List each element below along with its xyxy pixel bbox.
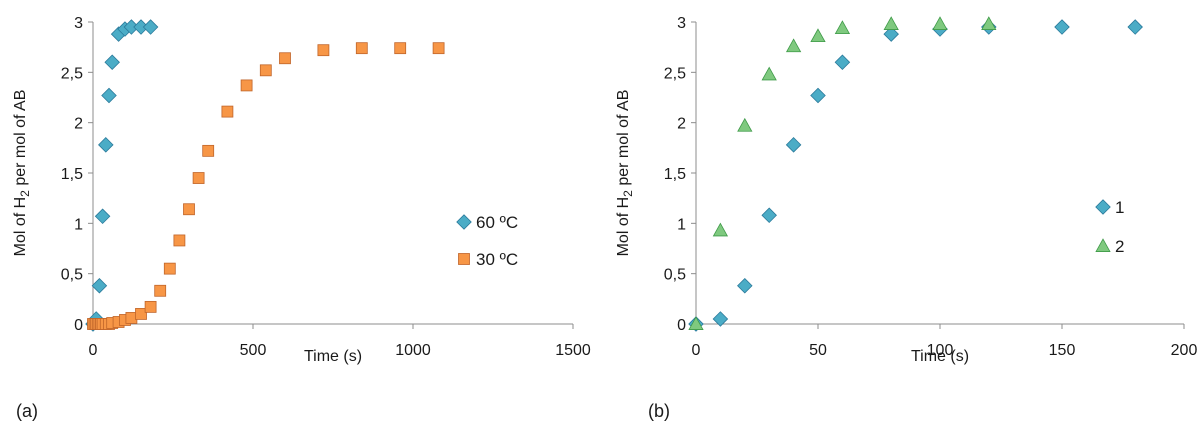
y-tick-label: 2,5 [61,65,83,82]
x-axis-title: Time (s) [911,348,969,365]
y-tick-label: 0,5 [664,267,686,284]
data-point [355,42,368,55]
y-axis-title: Mol of H2 per mol of AB [12,90,32,257]
x-tick-label: 0 [692,342,701,359]
series-2 [87,42,445,330]
panel-label: (a) [16,401,38,421]
y-tick-label: 1 [677,216,686,233]
data-point [834,20,851,35]
legend-marker [1095,199,1111,215]
data-point [192,172,205,184]
x-axis-title: Time (s) [304,348,362,365]
x-tick-label: 150 [1049,342,1076,359]
data-point [202,144,215,157]
data-point [785,38,802,53]
data-point [173,234,186,247]
data-point [737,117,753,132]
panel-label: (b) [648,401,670,421]
y-tick-label: 0 [74,317,83,334]
data-point [104,54,120,71]
data-point [810,28,826,43]
y-tick-label: 0,5 [61,267,83,284]
legend-marker [456,214,472,230]
x-tick-label: 1000 [395,342,431,359]
x-tick-label: 200 [1171,342,1198,359]
data-point [1127,19,1143,35]
data-point [810,87,826,104]
y-tick-label: 3 [677,15,686,32]
data-point [259,64,272,77]
data-point [154,284,167,297]
y-tick-label: 1 [74,216,83,233]
x-tick-label: 500 [240,342,267,359]
series-1 [85,19,159,332]
data-point [737,277,753,294]
y-tick-label: 2 [677,116,686,133]
data-point [144,300,157,313]
data-point [761,66,777,81]
data-point [135,308,147,320]
data-point [785,137,802,153]
legend-marker [458,253,470,265]
data-point [142,19,159,35]
legend-label: 30 ºC [476,250,518,269]
data-point [688,316,704,330]
legend-label: 1 [1115,198,1124,217]
series-1 [688,19,1143,332]
y-axis-title: Mol of H2 per mol of AB [615,90,635,257]
data-point [221,105,234,118]
legend-label: 2 [1115,237,1124,256]
x-tick-label: 0 [89,342,98,359]
y-tick-label: 3 [74,15,83,32]
data-point [432,42,445,55]
series-2 [688,16,997,330]
y-tick-label: 1,5 [61,166,83,183]
data-point [94,208,111,225]
data-point [91,277,108,294]
chart-panel-b: 0 0,5 1 1,5 2 2,5 3 0 50 100 150 200 Time (s) Mol of … [615,15,1197,421]
data-point [279,52,291,65]
data-point [761,207,777,224]
data-point [240,79,253,92]
data-point [98,137,114,153]
x-tick-label: 100 [927,342,954,359]
data-point [317,44,330,57]
data-point [394,42,407,55]
y-tick-label: 1,5 [664,166,686,183]
data-point [183,203,195,216]
data-point [981,16,997,30]
legend-label: 60 ºC [476,213,518,232]
x-tick-label: 1500 [555,342,591,359]
y-tick-label: 0 [677,317,686,334]
data-point [1054,19,1070,35]
chart-panel-a: 0 0,5 1 1,5 2 2,5 3 0 500 1000 1500 Time (s) Mol of … [12,15,591,421]
x-tick-label: 50 [809,342,827,359]
data-point [834,54,851,71]
y-tick-label: 2,5 [664,65,686,82]
data-point [712,222,729,237]
y-tick-label: 2 [74,116,83,133]
data-point [883,16,899,30]
data-point [883,26,899,42]
data-point [163,262,176,275]
data-point [712,311,729,327]
data-point [932,16,948,30]
legend-marker [1095,238,1111,252]
data-point [101,87,117,104]
